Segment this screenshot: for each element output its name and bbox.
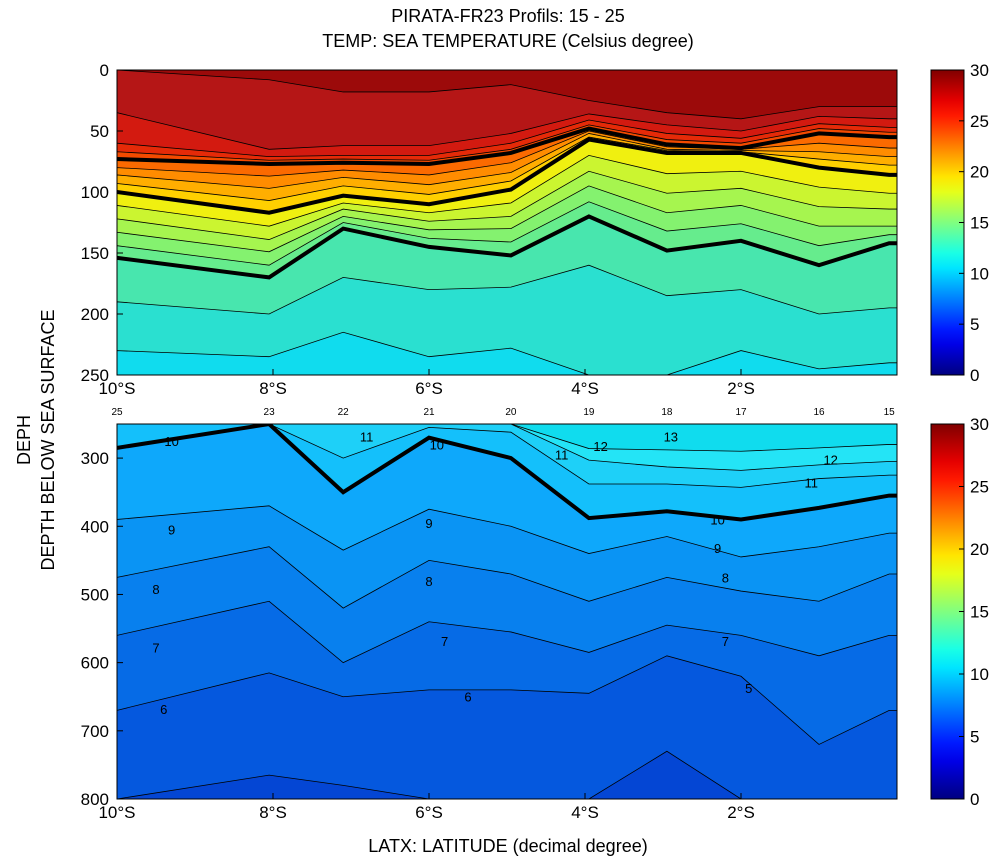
colorbar-tick-label: 5 [970, 315, 979, 334]
title-line-2: TEMP: SEA TEMPERATURE (Celsius degree) [322, 31, 693, 51]
y-tick-label: 200 [81, 305, 109, 324]
isotherm-15 [117, 214, 897, 280]
colorbar-gradient [930, 423, 965, 800]
colorbar-tick-label: 25 [970, 112, 989, 131]
plot-frame [116, 69, 898, 376]
y-tick-label: 600 [81, 654, 109, 673]
colorbar-tick-label: 0 [970, 366, 979, 385]
y-tick-label: 100 [81, 183, 109, 202]
colorbar-tick-label: 30 [970, 415, 989, 434]
colorbar-tick-label: 25 [970, 478, 989, 497]
colorbar-gradient [930, 69, 965, 376]
profile-number-label: 23 [264, 407, 276, 418]
contour-label: 5 [745, 681, 752, 696]
isotherm-25 [117, 126, 897, 166]
contour-label: 10 [710, 512, 724, 527]
x-tick-label: 4°S [571, 379, 599, 398]
contour-label: 11 [804, 476, 818, 491]
contour-label: 9 [425, 516, 432, 531]
profile-number-label: 18 [661, 407, 673, 418]
y-tick-label: 250 [81, 366, 109, 385]
y-axis-label-line-2: DEPTH BELOW SEA SURFACE [38, 309, 58, 570]
profile-number-label: 20 [505, 407, 517, 418]
contour-label: 7 [722, 634, 729, 649]
profile-number-label: 25 [111, 407, 123, 418]
plot-frame [116, 423, 898, 800]
isotherm-20 [117, 137, 897, 215]
colorbar-tick-label: 20 [970, 163, 989, 182]
x-tick-label: 2°S [727, 379, 755, 398]
x-tick-label: 4°S [571, 803, 599, 822]
colorbar-tick-label: 0 [970, 790, 979, 809]
y-tick-label: 50 [90, 122, 109, 141]
contour-label: 12 [593, 439, 607, 454]
isotherm-10 [117, 424, 897, 522]
y-tick-label: 0 [100, 61, 109, 80]
contour-label: 13 [664, 429, 678, 444]
temperature-band-5 [117, 655, 897, 799]
x-tick-label: 2°S [727, 803, 755, 822]
profile-number-label: 17 [735, 407, 747, 418]
title-line-1: PIRATA-FR23 Profils: 15 - 25 [391, 6, 624, 26]
x-tick-label: 10°S [98, 803, 135, 822]
contour-label: 8 [425, 574, 432, 589]
contour-label: 6 [464, 690, 471, 705]
contour-label: 8 [152, 582, 159, 597]
x-axis-label: LATX: LATITUDE (decimal degree) [368, 836, 647, 856]
contour-label: 10 [430, 437, 444, 452]
colorbar-tick-label: 10 [970, 665, 989, 684]
contour-label: 12 [823, 452, 837, 467]
y-tick-label: 400 [81, 517, 109, 536]
profile-number-label: 22 [338, 407, 350, 418]
contour-label: 7 [441, 634, 448, 649]
contour-label: 11 [360, 429, 374, 444]
profile-number-label: 19 [583, 407, 595, 418]
contour-label: 6 [160, 702, 167, 717]
top-colorbar: 0 5 10 15 20 25 30 [930, 61, 989, 385]
profile-number-label: 21 [423, 407, 435, 418]
x-tick-label: 10°S [98, 379, 135, 398]
profile-number-label: 16 [813, 407, 825, 418]
y-axis-label-line-1: DEPH [14, 415, 34, 465]
colorbar-tick-label: 5 [970, 728, 979, 747]
x-tick-label: 6°S [415, 803, 443, 822]
contour-label: 7 [152, 641, 159, 656]
y-tick-label: 800 [81, 790, 109, 809]
profile-number-label: 15 [884, 407, 896, 418]
y-tick-label: 500 [81, 585, 109, 604]
x-tick-label: 6°S [415, 379, 443, 398]
contour-label: 10 [164, 434, 178, 449]
contour-label: 9 [714, 541, 721, 556]
contour-label: 8 [722, 570, 729, 585]
x-tick-label: 8°S [259, 803, 287, 822]
colorbar-tick-label: 15 [970, 603, 989, 622]
x-tick-label: 8°S [259, 379, 287, 398]
colorbar-tick-label: 20 [970, 540, 989, 559]
y-tick-label: 700 [81, 722, 109, 741]
contour-label: 9 [168, 523, 175, 538]
colorbar-tick-label: 15 [970, 214, 989, 233]
temperature-band-13 [117, 331, 897, 375]
y-tick-label: 300 [81, 449, 109, 468]
temperature-band-4 [117, 750, 897, 799]
contour-label: 11 [555, 448, 569, 463]
colorbar-tick-label: 30 [970, 61, 989, 80]
colorbar-tick-label: 10 [970, 264, 989, 283]
bottom-colorbar: 0 5 10 15 20 25 30 [930, 415, 989, 809]
y-tick-label: 150 [81, 244, 109, 263]
